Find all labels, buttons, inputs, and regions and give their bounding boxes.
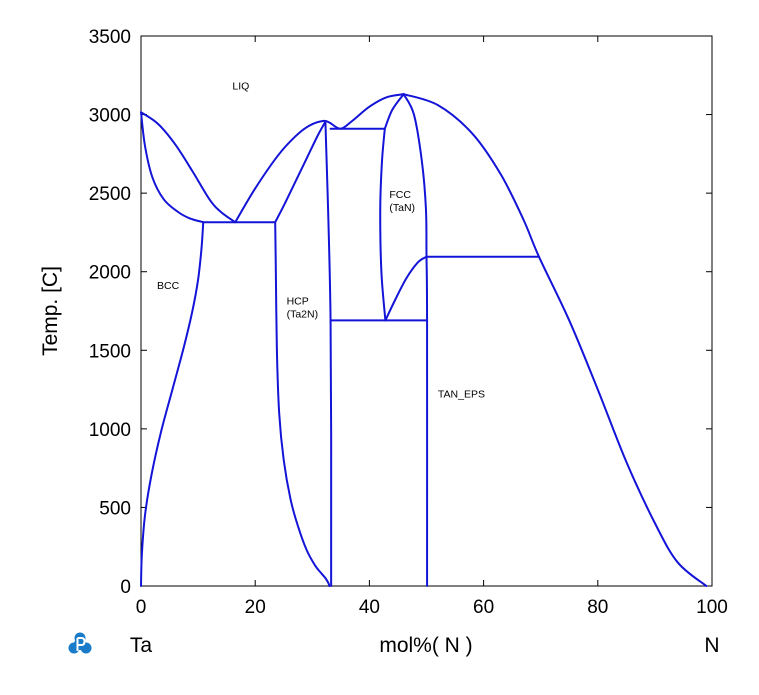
curve-fcc-right-boundary: [402, 93, 429, 587]
curve-hcp-solidus: [274, 120, 327, 224]
x-tick-label: 40: [359, 597, 380, 618]
y-tick-label: 1500: [89, 341, 131, 362]
phase-region-labels: LIQ BCC HCP(Ta2N) FCC(TaN) TAN_EPS: [157, 80, 485, 400]
region-label: FCC: [389, 189, 411, 201]
phase-boundaries: [140, 93, 708, 587]
curve-fcc-left-boundary: [379, 127, 387, 322]
y-tick-label: 2000: [89, 263, 131, 284]
y-tick-label: 2500: [89, 184, 131, 205]
y-tick-label: 3500: [89, 27, 131, 48]
curve-hcp-left-boundary: [274, 221, 331, 587]
curve-hcp-liquidus: [234, 119, 332, 224]
region-label: HCP: [287, 296, 309, 308]
x-axis-title: mol%( N ): [379, 634, 472, 657]
y-tick-label: 500: [99, 498, 131, 519]
y-tick-label: 1000: [89, 420, 131, 441]
region-label: (Ta2N): [287, 309, 319, 321]
curve-ta-solidus: [140, 111, 205, 224]
y-axis-title: Temp. [C]: [39, 266, 62, 356]
curve-liquid-dip: [329, 93, 405, 130]
region-label: (TaN): [389, 202, 415, 214]
region-label: BCC: [157, 280, 180, 292]
curve-bcc-solvus: [140, 221, 205, 587]
curve-liquid-right: [402, 93, 708, 587]
left-element-label: Ta: [130, 634, 153, 657]
curve-hcp-right-boundary: [324, 120, 333, 587]
x-tick-label: 20: [245, 597, 266, 618]
y-tick-label: 0: [120, 577, 131, 598]
x-tick-label: 100: [696, 597, 728, 618]
curve-ta-liquidus-left: [140, 111, 237, 224]
region-label: LIQ: [232, 80, 249, 92]
curve-tan-eps-upper: [384, 255, 428, 322]
x-tick-label: 0: [136, 597, 147, 618]
curve-fcc-left-liquidus: [383, 93, 405, 130]
x-tick-label: 60: [473, 597, 494, 618]
y-tick-label: 3000: [89, 106, 131, 127]
region-label: TAN_EPS: [438, 388, 485, 400]
right-element-label: N: [704, 634, 719, 657]
thermo-calc-p-logo-icon: [68, 632, 92, 654]
x-tick-label: 80: [587, 597, 608, 618]
